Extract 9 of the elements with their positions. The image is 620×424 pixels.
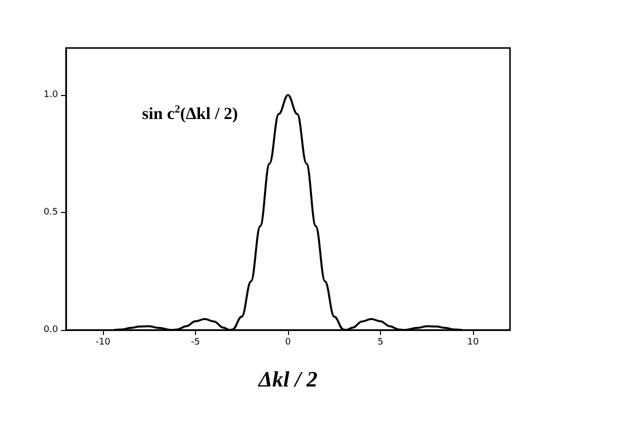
x-axis-title: Δkl / 2 (257, 366, 318, 392)
y-tick-label: 0.5 (44, 208, 58, 218)
y-tick-label: 0.0 (44, 325, 58, 335)
x-tick-label: -5 (191, 338, 200, 348)
y-tick-label: 1.0 (44, 90, 58, 100)
x-tick-label: -10 (96, 338, 111, 348)
x-tick-label: 10 (467, 338, 479, 348)
x-tick-label: 0 (285, 338, 292, 348)
x-tick-label: 5 (378, 338, 384, 348)
